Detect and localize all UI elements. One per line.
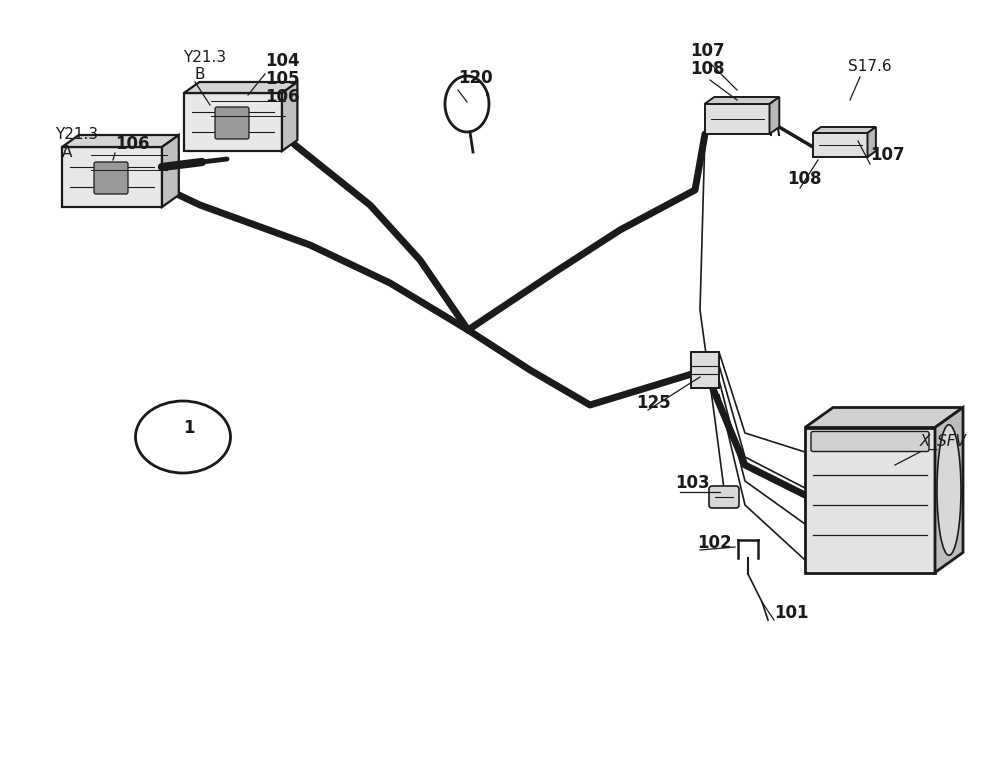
Text: X_SFV: X_SFV	[920, 434, 967, 450]
Polygon shape	[184, 82, 297, 93]
Polygon shape	[62, 147, 162, 207]
Text: 1: 1	[183, 419, 194, 437]
Text: 106: 106	[115, 135, 150, 153]
FancyBboxPatch shape	[709, 486, 739, 508]
Text: Y21.3: Y21.3	[55, 127, 98, 142]
Polygon shape	[812, 133, 868, 157]
Text: 106: 106	[265, 88, 300, 106]
Polygon shape	[704, 104, 770, 134]
Polygon shape	[282, 82, 297, 151]
Text: 108: 108	[690, 60, 724, 78]
Text: 120: 120	[458, 69, 493, 87]
Polygon shape	[770, 97, 779, 134]
Text: 108: 108	[787, 170, 822, 188]
Text: 101: 101	[774, 604, 808, 622]
FancyBboxPatch shape	[215, 107, 249, 139]
Polygon shape	[184, 93, 282, 151]
FancyBboxPatch shape	[94, 162, 128, 194]
Polygon shape	[812, 127, 876, 133]
Polygon shape	[805, 407, 963, 427]
Text: 107: 107	[870, 146, 905, 164]
Text: 103: 103	[675, 474, 710, 492]
Polygon shape	[62, 135, 179, 147]
Polygon shape	[935, 407, 963, 572]
Polygon shape	[805, 427, 935, 572]
Polygon shape	[868, 127, 876, 157]
Polygon shape	[704, 97, 779, 104]
Polygon shape	[691, 352, 719, 388]
Text: 102: 102	[697, 534, 732, 552]
Text: B: B	[195, 67, 206, 82]
Text: Y21.3: Y21.3	[183, 50, 226, 65]
Text: A: A	[62, 145, 72, 160]
Ellipse shape	[937, 425, 961, 556]
Text: 125: 125	[636, 394, 671, 412]
FancyBboxPatch shape	[811, 432, 929, 451]
Text: 104: 104	[265, 52, 300, 70]
Polygon shape	[162, 135, 179, 207]
Text: 107: 107	[690, 42, 725, 60]
Text: 105: 105	[265, 70, 300, 88]
Text: S17.6: S17.6	[848, 59, 892, 74]
